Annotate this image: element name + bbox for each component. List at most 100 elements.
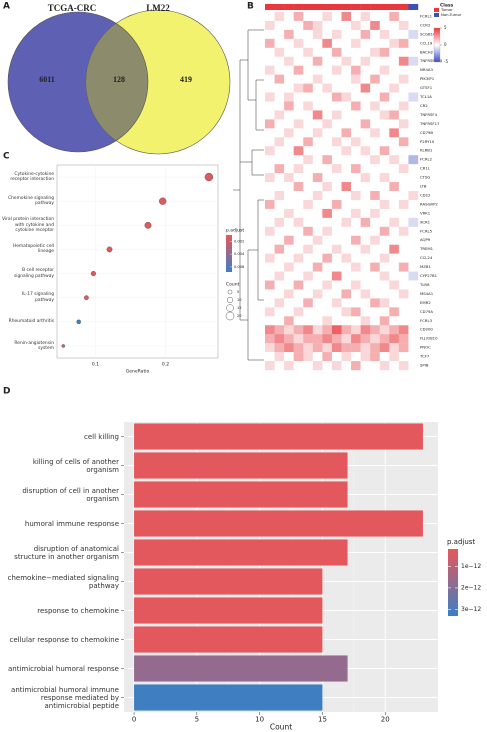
- heat-cell: [398, 173, 409, 183]
- heat-cell: [398, 137, 409, 147]
- heat-cell: [312, 217, 323, 227]
- heat-cell: [370, 361, 380, 371]
- bar: [134, 481, 348, 508]
- heat-cell: [389, 83, 400, 93]
- heat-cell: [303, 182, 314, 192]
- heat-cell: [293, 155, 304, 165]
- x-tick-label: 10: [255, 716, 264, 724]
- dot: [159, 197, 167, 205]
- heat-cell: [341, 74, 352, 84]
- heat-cell: [322, 146, 333, 156]
- heat-cell: [370, 164, 380, 174]
- row-label: CCR2: [420, 22, 431, 27]
- row-label: CTSG: [420, 175, 430, 180]
- size-label: 15: [237, 306, 242, 310]
- heat-cell: [351, 83, 361, 93]
- heat-cell: [303, 289, 314, 299]
- heat-cell: [322, 208, 333, 219]
- heat-cell: [274, 244, 285, 254]
- heat-cell: [360, 182, 371, 192]
- heat-cell: [303, 199, 314, 210]
- heat-cell: [293, 12, 304, 22]
- heat-cell: [389, 128, 400, 138]
- heat-cell: [284, 244, 294, 254]
- heat-cell: [408, 173, 419, 183]
- heat-cell: [274, 74, 285, 84]
- heat-cell: [265, 164, 275, 174]
- colorbar-label: 0.006: [234, 265, 245, 269]
- heat-cell: [370, 56, 380, 66]
- heat-cell: [341, 119, 352, 129]
- row-label: SCGB1C1: [420, 31, 439, 36]
- heat-cell: [389, 271, 400, 281]
- row-label: MZB1: [420, 264, 431, 269]
- heat-cell: [408, 244, 419, 254]
- heat-cell: [274, 280, 285, 290]
- row-label: P2RY10: [420, 139, 435, 144]
- heat-cell: [322, 65, 333, 75]
- heat-cell: [379, 280, 390, 290]
- heat-cell: [331, 128, 342, 138]
- panel-label: C: [3, 152, 10, 162]
- heat-cell: [408, 262, 419, 272]
- heat-cell: [389, 316, 400, 326]
- heat-cell: [341, 83, 352, 93]
- heat-cell: [351, 56, 361, 66]
- heat-cell: [370, 280, 380, 290]
- heat-cell: [303, 155, 314, 165]
- heat-cell: [293, 83, 304, 93]
- heat-cell: [341, 271, 352, 281]
- row-label: FCRL2: [420, 157, 433, 162]
- heat-cell: [351, 20, 361, 31]
- heat-cell: [341, 173, 352, 183]
- heat-cell: [408, 343, 419, 353]
- heat-cell: [312, 325, 323, 335]
- colorbar-label: 3e−12: [461, 606, 481, 613]
- row-label: KLRB1: [420, 148, 433, 153]
- heat-cell: [389, 289, 400, 299]
- size-label: 20: [237, 314, 242, 318]
- heat-cell: [341, 137, 352, 147]
- heat-cell: [265, 262, 275, 272]
- heat-cell: [322, 253, 333, 263]
- heat-cell: [312, 191, 323, 201]
- heat-cell: [312, 352, 323, 362]
- heat-cell: [360, 289, 371, 299]
- heat-cell: [284, 262, 294, 272]
- heat-cell: [341, 164, 352, 174]
- size-key: [226, 304, 234, 312]
- heat-cell: [389, 191, 400, 201]
- heat-cell: [398, 307, 409, 317]
- heat-cell: [274, 56, 285, 66]
- heat-cell: [274, 235, 285, 245]
- heat-cell: [408, 146, 419, 156]
- heat-cell: [274, 298, 285, 308]
- row-label: XCR1: [420, 219, 431, 224]
- heat-cell: [351, 146, 361, 156]
- row-label: SPIB: [420, 363, 429, 368]
- heat-cell: [398, 56, 409, 66]
- heat-cell: [408, 101, 419, 111]
- y-tick-label: Hematopoietic cell lineage: [12, 244, 54, 255]
- heat-cell: [351, 343, 361, 353]
- heat-cell: [389, 101, 400, 111]
- heat-cell: [312, 253, 323, 263]
- heat-cell: [389, 253, 400, 263]
- dot: [106, 246, 113, 253]
- heat-cell: [303, 361, 314, 371]
- heat-cell: [284, 352, 294, 362]
- dot: [84, 295, 89, 301]
- heat-cell: [303, 20, 314, 31]
- heat-cell: [322, 191, 333, 201]
- heat-cell: [398, 352, 409, 362]
- heat-cell: [360, 110, 371, 120]
- heat-cell: [370, 83, 380, 93]
- heat-cell: [351, 29, 361, 40]
- heat-cell: [379, 20, 390, 31]
- x-tick-label: 15: [318, 716, 327, 724]
- heat-cell: [303, 119, 314, 129]
- heat-cell: [408, 307, 419, 317]
- heat-cell: [322, 217, 333, 227]
- heat-cell: [360, 29, 371, 40]
- heat-cell: [284, 316, 294, 326]
